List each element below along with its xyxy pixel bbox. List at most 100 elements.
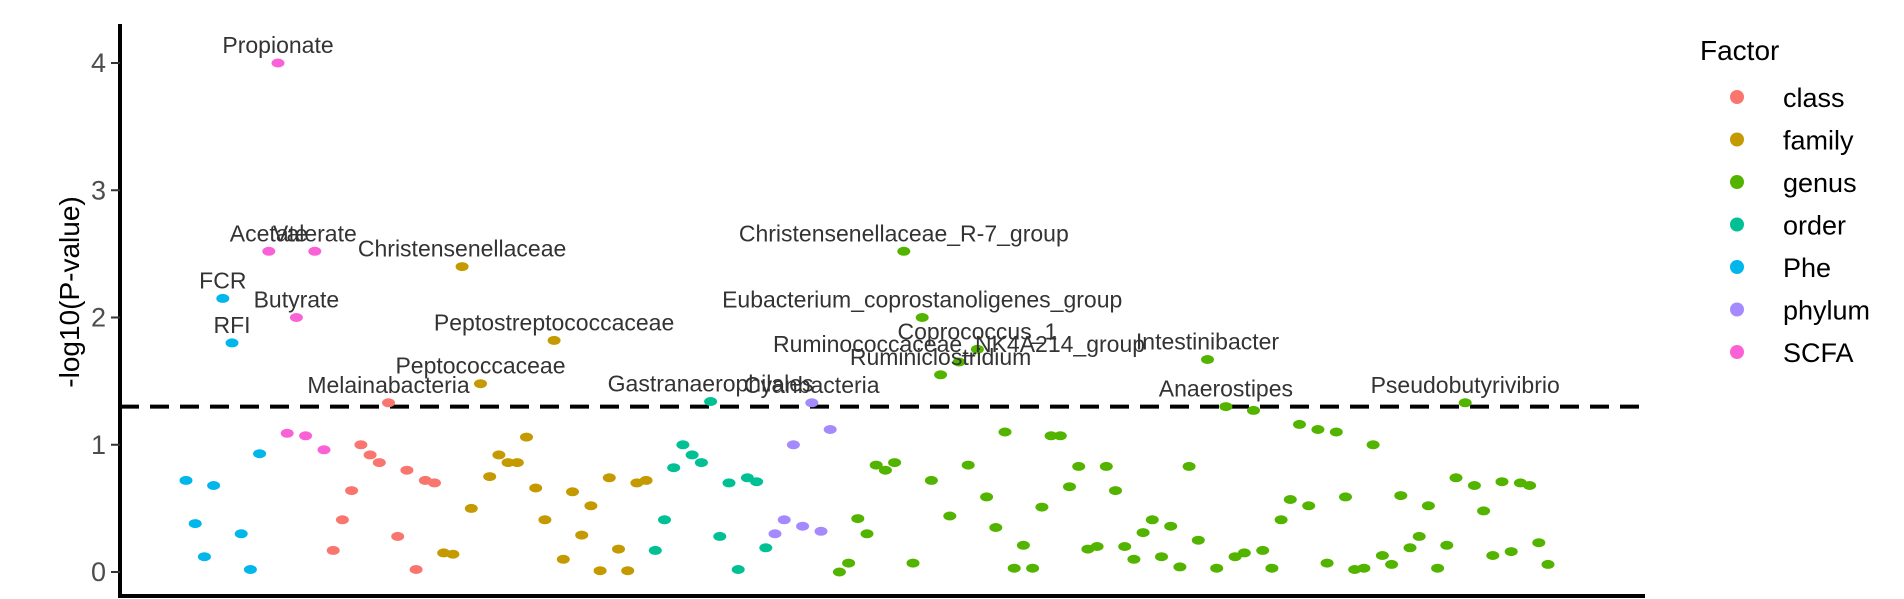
data-point-phylum [796, 521, 810, 531]
data-point-genus [1302, 501, 1316, 511]
data-point-genus [1421, 501, 1435, 511]
point-label: RFI [213, 312, 250, 338]
data-point-family [639, 475, 653, 485]
legend: Factor class family genus order Phe phylum SCF… [1700, 35, 1870, 368]
legend-key-Phe [1730, 260, 1744, 274]
data-point-Phe [253, 449, 267, 459]
data-point-order [676, 440, 690, 450]
data-point-family [483, 472, 497, 482]
data-point-genus [1145, 515, 1159, 525]
data-point-genus [1467, 481, 1481, 490]
data-point-genus [1136, 528, 1150, 538]
data-point-genus [998, 427, 1012, 437]
data-point-genus [1256, 545, 1270, 555]
data-point-genus [1182, 461, 1196, 471]
legend-key-order [1730, 217, 1744, 232]
data-point-genus [980, 492, 994, 502]
data-point-genus [1523, 481, 1537, 490]
data-point-genus [1477, 506, 1491, 516]
point-label: Eubacterium_coprostanoligenes_group [722, 287, 1122, 313]
data-point-genus [1431, 563, 1445, 573]
data-point-class [372, 458, 386, 468]
data-point-genus [1173, 562, 1187, 572]
legend-label: Phe [1783, 253, 1831, 283]
legend-title: Factor [1700, 35, 1779, 66]
point-label: Ruminococcaceae_NK4A214_group [773, 331, 1145, 357]
data-point-genus [961, 460, 975, 470]
data-point-genus [1237, 548, 1251, 558]
data-point-genus [888, 458, 902, 468]
data-point-genus [1191, 535, 1205, 545]
data-point-family [474, 379, 487, 389]
data-point-genus [915, 313, 929, 322]
data-point-genus [860, 529, 874, 539]
data-point-family [556, 554, 570, 564]
point-label: Christensenellaceae_R-7_group [739, 220, 1069, 246]
data-point-genus [842, 558, 856, 568]
point-label: Valerate [273, 220, 357, 246]
data-point-SCFA [289, 313, 303, 322]
point-label: FCR [199, 267, 246, 293]
data-point-family [538, 515, 552, 525]
data-point-Phe [216, 293, 230, 303]
data-point-family [602, 473, 616, 483]
point-label: Melainabacteria [307, 372, 470, 398]
data-point-order [722, 478, 736, 488]
data-point-Phe [243, 565, 257, 574]
point-label: Propionate [222, 32, 333, 58]
data-point-order [750, 477, 764, 487]
data-point-Phe [234, 529, 248, 539]
data-point-phylum [786, 440, 800, 450]
data-point-genus [1026, 563, 1040, 573]
data-point-genus [906, 558, 920, 568]
point-label: Ruminiclostridium [850, 344, 1031, 370]
data-point-genus [832, 567, 846, 577]
data-point-genus [1495, 477, 1509, 487]
data-point-class [409, 565, 423, 574]
legend-key-phylum [1730, 302, 1744, 317]
data-point-genus [1155, 552, 1168, 562]
data-point-SCFA [317, 445, 331, 455]
data-point-genus [1219, 402, 1233, 412]
data-point-phylum [777, 515, 791, 525]
point-label: Anaerostipes [1159, 376, 1293, 402]
data-point-genus [924, 475, 938, 485]
legend-label: genus [1783, 168, 1857, 198]
data-point-genus [952, 357, 966, 367]
data-point-genus [1118, 542, 1132, 551]
data-point-genus [1044, 431, 1058, 441]
data-point-genus [1283, 495, 1297, 504]
data-point-genus [1412, 531, 1426, 541]
data-point-genus [989, 523, 1003, 532]
point-label: Coprococcus_1 [897, 318, 1057, 344]
point-label: Peptostreptococcaceae [434, 309, 674, 335]
data-point-genus [1164, 521, 1178, 531]
legend-key-class [1730, 90, 1744, 104]
data-point-phylum [768, 529, 782, 539]
data-point-family [501, 458, 515, 468]
data-point-genus [1201, 355, 1214, 364]
data-point-order [704, 397, 718, 406]
data-point-genus [851, 514, 865, 524]
data-point-family [593, 566, 607, 576]
legend-label: order [1783, 211, 1846, 241]
data-point-genus [934, 370, 948, 380]
data-point-genus [1063, 482, 1076, 492]
data-point-genus [1311, 425, 1325, 434]
data-point-SCFA [280, 428, 294, 438]
legend-key-SCFA [1730, 345, 1744, 359]
legend-label: phylum [1783, 296, 1870, 326]
data-point-class [428, 478, 441, 488]
y-tick-label: 0 [91, 557, 106, 587]
data-point-genus [1265, 563, 1279, 573]
data-point-genus [878, 465, 892, 475]
data-point-genus [1357, 563, 1371, 573]
point-label: Intestinibacter [1136, 329, 1280, 355]
data-point-genus [1016, 540, 1030, 550]
data-point-genus [869, 460, 883, 470]
data-point-family [520, 432, 533, 442]
data-point-genus [970, 344, 984, 354]
data-point-phylum [805, 398, 819, 408]
